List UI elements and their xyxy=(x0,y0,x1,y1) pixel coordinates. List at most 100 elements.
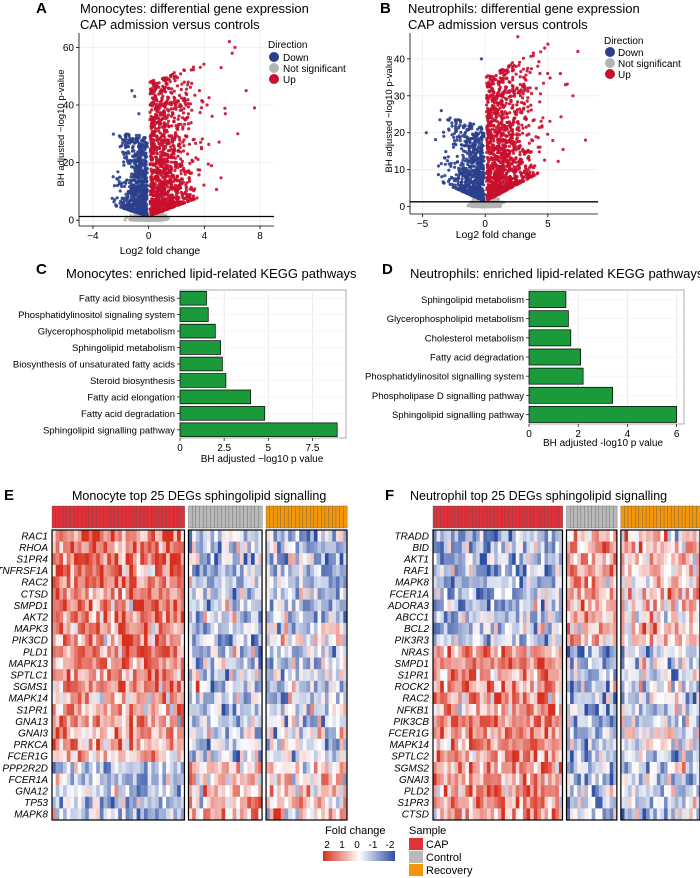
volcano-point xyxy=(163,157,167,161)
volcano-point xyxy=(152,146,156,150)
volcano-point xyxy=(200,137,204,141)
volcano-point xyxy=(450,121,454,125)
volcano-point xyxy=(444,150,448,154)
volcano-point xyxy=(183,172,187,176)
volcano-point xyxy=(164,207,168,211)
volcano-point xyxy=(185,92,189,97)
volcano-point xyxy=(134,137,138,141)
volcano-point xyxy=(442,156,447,160)
volcano-point xyxy=(197,173,201,177)
volcano-point xyxy=(186,105,191,109)
volcano-point xyxy=(153,176,157,180)
volcano-point xyxy=(118,201,122,205)
volcano-point xyxy=(236,132,240,136)
volcano-point xyxy=(175,174,179,178)
volcano-point xyxy=(149,177,154,181)
y-tick-label: 60 xyxy=(63,43,75,54)
volcano-point xyxy=(123,184,127,188)
volcano-point xyxy=(143,163,147,167)
volcano-point xyxy=(167,77,171,81)
volcano-point xyxy=(166,199,170,203)
volcano-point xyxy=(187,177,191,181)
volcano-point xyxy=(171,107,175,111)
volcano-point xyxy=(477,203,481,207)
volcano-point xyxy=(483,203,487,207)
volcano-point xyxy=(157,170,161,174)
volcano-point xyxy=(153,218,157,222)
volcano-point xyxy=(151,80,155,84)
volcano-point xyxy=(178,103,182,107)
volcano-point xyxy=(135,154,139,158)
volcano-point xyxy=(125,207,130,211)
volcano-point xyxy=(144,201,148,205)
volcano-point xyxy=(174,202,178,206)
volcano-point xyxy=(493,203,497,207)
volcano-point xyxy=(158,202,162,207)
volcano-point xyxy=(214,187,219,192)
volcano-point xyxy=(168,155,172,159)
volcano-point xyxy=(470,204,474,208)
volcano-point xyxy=(182,80,186,84)
volcano-point xyxy=(157,146,161,150)
volcano-point xyxy=(150,117,154,121)
volcano-point xyxy=(137,149,141,153)
volcano-point xyxy=(173,156,177,160)
volcano-point xyxy=(123,204,127,208)
volcano-point xyxy=(174,124,178,128)
volcano-point xyxy=(193,93,197,97)
volcano-point xyxy=(198,65,202,69)
volcano-point xyxy=(112,184,117,188)
volcano-point xyxy=(163,129,167,133)
volcano-point xyxy=(172,99,176,103)
volcano-point xyxy=(189,68,193,72)
volcano-point xyxy=(125,178,129,182)
volcano-point xyxy=(154,96,158,100)
volcano-point xyxy=(468,149,472,153)
volcano-point xyxy=(160,102,165,106)
volcano-point xyxy=(127,189,131,194)
volcano-point xyxy=(135,181,139,185)
volcano-point xyxy=(440,175,444,179)
volcano-point xyxy=(153,102,157,106)
volcano-point xyxy=(186,115,190,119)
volcano-point xyxy=(181,111,186,115)
volcano-point xyxy=(180,116,185,120)
volcano-point xyxy=(156,105,160,109)
volcano-point xyxy=(111,132,115,136)
volcano-point xyxy=(178,181,183,186)
volcano-point xyxy=(129,138,133,142)
volcano-point xyxy=(158,142,162,146)
panel-a-letter: A xyxy=(36,0,47,17)
panel-b: B Neutrophils: differential gene express… xyxy=(380,0,681,241)
volcano-point xyxy=(183,122,187,126)
volcano-point xyxy=(166,86,170,90)
volcano-point xyxy=(115,183,120,188)
volcano-point xyxy=(149,189,153,193)
volcano-point xyxy=(191,65,196,69)
volcano-point xyxy=(163,79,167,83)
volcano-point xyxy=(145,216,149,221)
volcano-point xyxy=(116,170,120,174)
volcano-point xyxy=(175,84,180,88)
volcano-point xyxy=(187,142,191,146)
panel-a-legend-ns: Not significant xyxy=(283,64,346,75)
panel-a-legend-title: Direction xyxy=(268,40,307,51)
panel-b-letter: B xyxy=(380,0,391,17)
volcano-point xyxy=(182,168,186,172)
volcano-point xyxy=(174,190,178,194)
volcano-point xyxy=(181,99,186,103)
volcano-point xyxy=(153,194,157,198)
volcano-point xyxy=(152,125,156,129)
volcano-point xyxy=(157,126,161,130)
volcano-point xyxy=(122,163,126,167)
volcano-point xyxy=(148,147,153,152)
volcano-point xyxy=(126,150,130,154)
volcano-point xyxy=(158,131,162,135)
volcano-point xyxy=(153,190,157,194)
volcano-point xyxy=(153,86,157,90)
volcano-point xyxy=(207,142,211,146)
volcano-point xyxy=(131,205,135,209)
volcano-point xyxy=(174,107,178,111)
volcano-point xyxy=(144,206,149,210)
